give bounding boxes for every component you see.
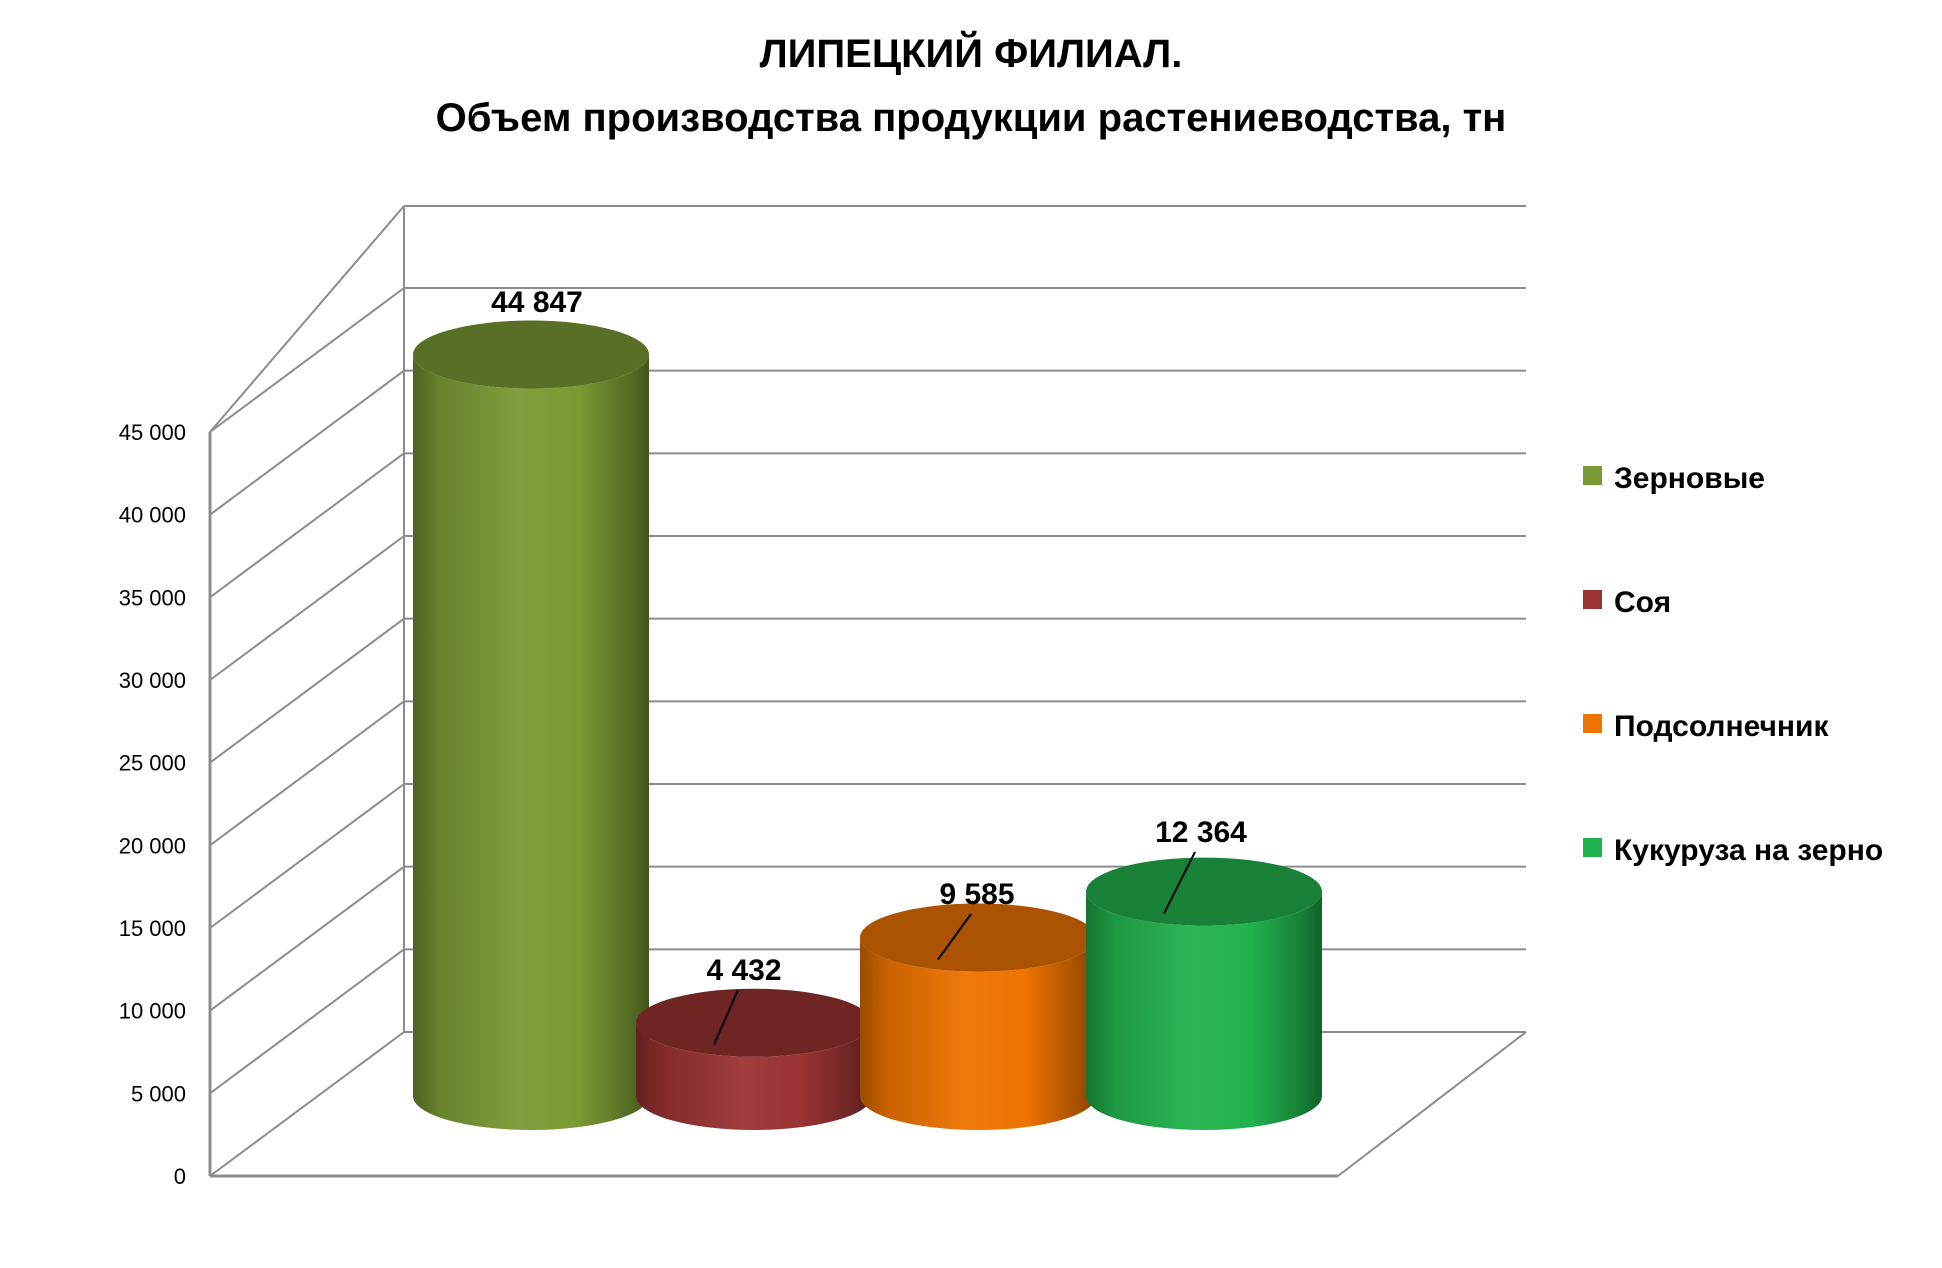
bar-2: [636, 988, 872, 1130]
data-label: 4 432: [706, 954, 781, 987]
grid-diagonal: [209, 783, 405, 929]
bar-body: [1086, 891, 1322, 1130]
legend-swatch: [1583, 714, 1602, 733]
legend-label: Соя: [1614, 586, 1671, 619]
grid-diagonal: [209, 287, 405, 433]
grid-diagonal: [209, 369, 405, 516]
legend-swatch: [1583, 466, 1602, 485]
legend-label: Подсолнечник: [1614, 710, 1829, 743]
legend-swatch: [1583, 590, 1602, 609]
bar-top: [413, 320, 649, 389]
y-tick-label: 25 000: [119, 751, 186, 776]
data-label: 9 585: [939, 878, 1014, 911]
label-layer: 44 847 4 432 9 585 12 364: [491, 286, 1247, 1046]
legend-item: Соя: [1583, 586, 1671, 619]
bar-layer: [413, 320, 1322, 1130]
grid-diagonal: [209, 535, 405, 681]
y-tick-label: 45 000: [119, 420, 186, 445]
legend-swatch: [1583, 838, 1602, 857]
y-tick-label: 10 000: [119, 999, 186, 1024]
data-label: 44 847: [491, 286, 583, 319]
data-label-leader: [1163, 851, 1196, 915]
y-tick-label: 35 000: [119, 585, 186, 610]
data-label-leader: [713, 989, 739, 1046]
grid-diagonal: [209, 617, 405, 764]
bar-3: [860, 903, 1096, 1130]
bar-top: [1086, 857, 1322, 926]
y-tick-label: 30 000: [119, 668, 186, 693]
bar-top: [860, 903, 1096, 972]
grid-diagonal: [209, 948, 405, 1095]
bar-top: [636, 988, 872, 1057]
legend-item: Подсолнечник: [1583, 710, 1829, 743]
grid-diagonal: [209, 205, 405, 433]
legend: Зерновые Соя Подсолнечник Кукуруза на зерно: [1583, 462, 1883, 867]
grid-diagonal: [209, 452, 405, 599]
floor-right-edge: [1337, 1031, 1527, 1177]
bar-body: [860, 937, 1096, 1130]
bar-4: [1086, 857, 1322, 1130]
y-tick-label: 5 000: [131, 1081, 186, 1106]
bar-1: [413, 320, 649, 1130]
legend-item: Зерновые: [1583, 462, 1765, 495]
y-tick-label: 40 000: [119, 503, 186, 528]
grid-diagonal: [209, 865, 405, 1012]
data-label: 12 364: [1155, 816, 1247, 849]
legend-label: Зерновые: [1614, 462, 1765, 495]
y-tick-label: 20 000: [119, 833, 186, 858]
y-tick-label: 15 000: [119, 916, 186, 941]
chart-title: ЛИПЕЦКИЙ ФИЛИАЛ.: [759, 32, 1183, 76]
grid-diagonal: [209, 700, 405, 847]
grid-diagonal: [209, 1031, 405, 1177]
legend-item: Кукуруза на зерно: [1583, 834, 1883, 867]
y-tick-label: 0: [174, 1164, 186, 1189]
data-label-leader: [937, 913, 972, 961]
bar-body: [413, 354, 649, 1130]
chart-subtitle: Объем производства продукции растениевод…: [435, 96, 1507, 140]
bar-body: [636, 1022, 872, 1130]
legend-label: Кукуруза на зерно: [1614, 834, 1883, 867]
